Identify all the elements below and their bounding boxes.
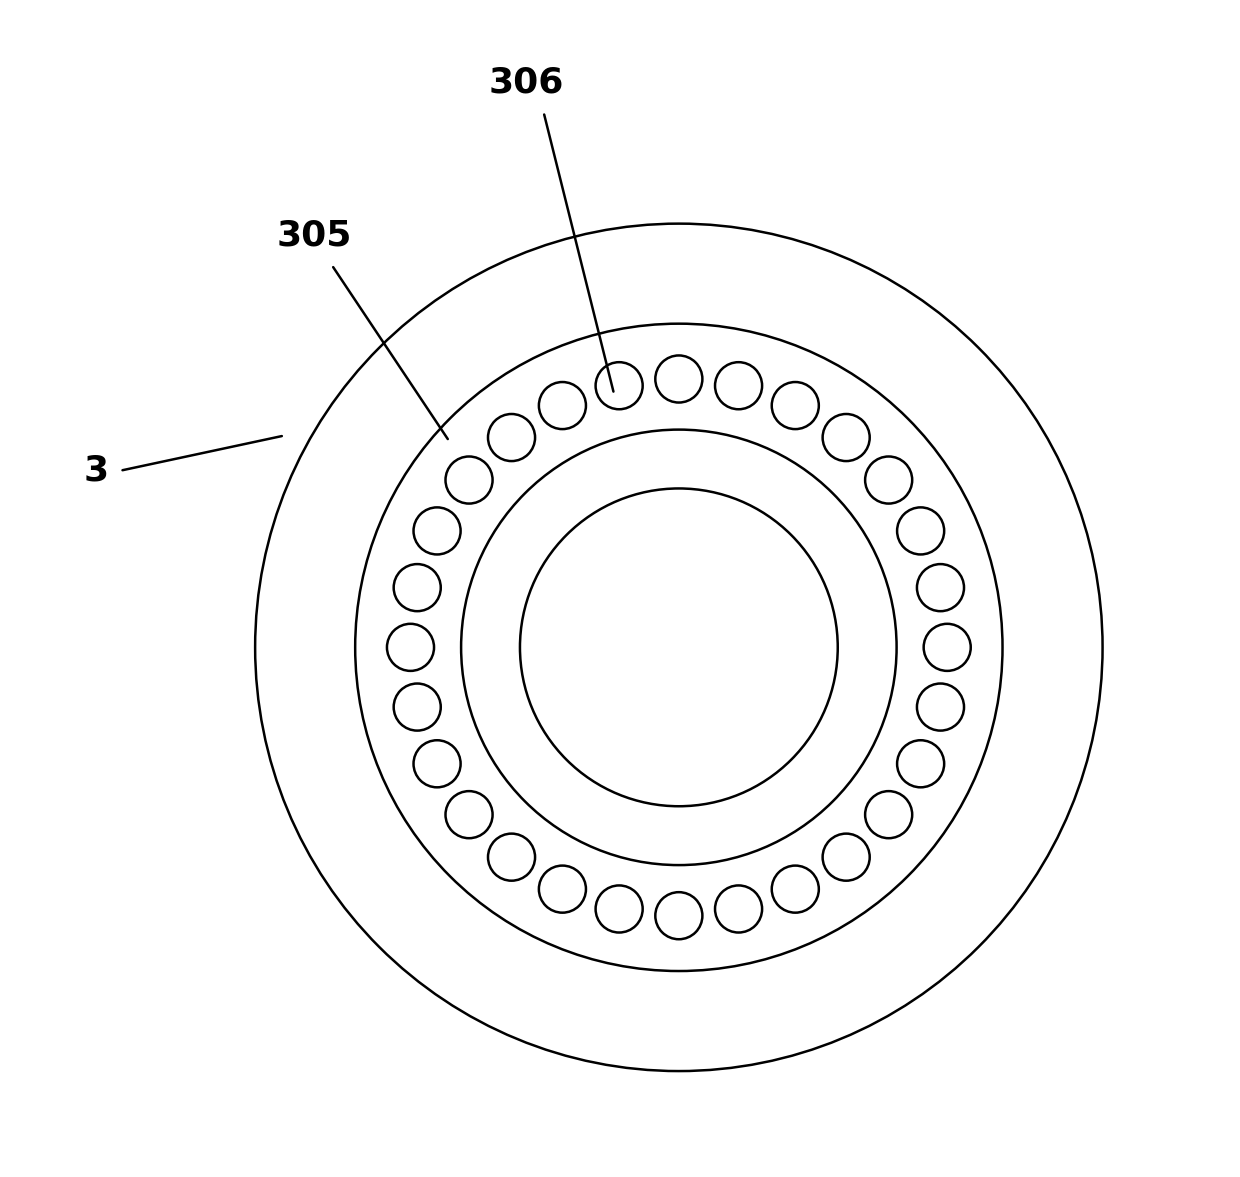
Text: 306: 306 — [489, 66, 563, 99]
Text: 305: 305 — [277, 219, 352, 252]
Text: 3: 3 — [83, 454, 109, 487]
